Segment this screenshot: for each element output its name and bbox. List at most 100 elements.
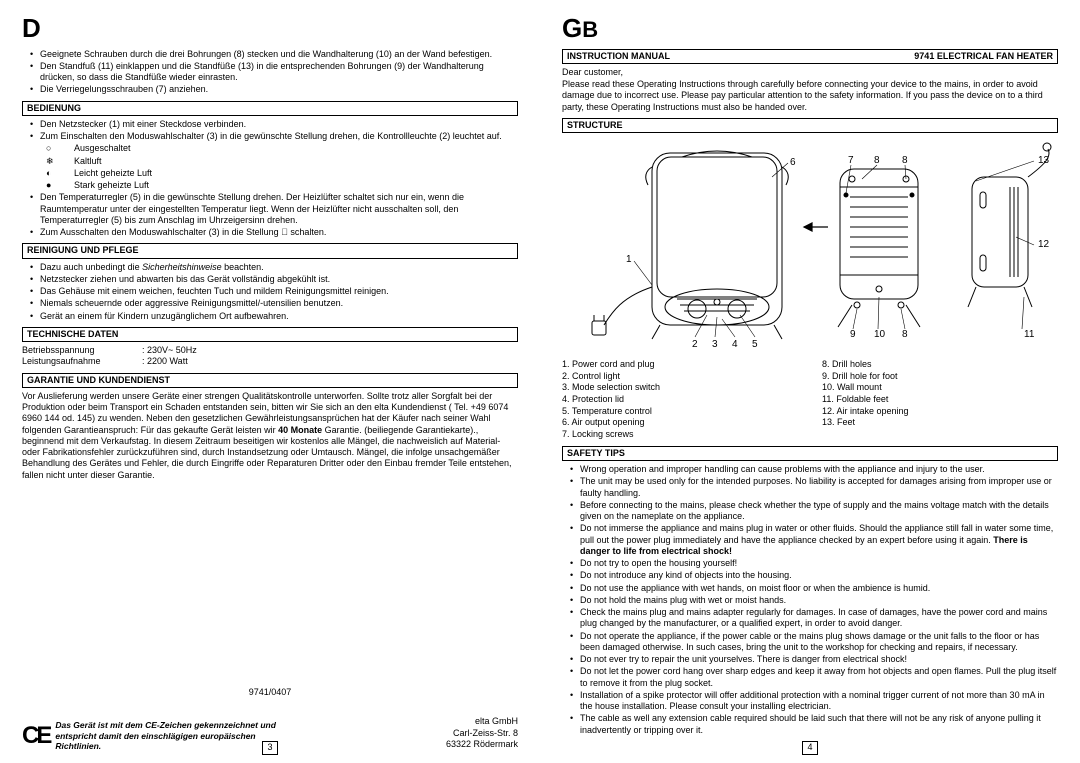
lang-badge-d: D bbox=[22, 12, 518, 45]
mode-label: Leicht geheizte Luft bbox=[74, 168, 152, 179]
tech-row: Betriebsspannung : 230V~ 50Hz bbox=[22, 345, 518, 356]
tech-label: Betriebsspannung bbox=[22, 345, 142, 356]
mode-label: Stark geheizte Luft bbox=[74, 180, 149, 191]
part-item: 3. Mode selection switch bbox=[562, 382, 798, 394]
part-item: 11. Foldable feet bbox=[822, 394, 1058, 406]
svg-text:2: 2 bbox=[692, 339, 698, 350]
svg-text:6: 6 bbox=[790, 157, 796, 168]
svg-text:9: 9 bbox=[850, 329, 856, 340]
header-right: 9741 ELECTRICAL FAN HEATER bbox=[914, 51, 1053, 62]
bullet: Zum Einschalten den Moduswahlschalter (3… bbox=[30, 131, 518, 142]
parts-col-right: 8. Drill holes 9. Drill hole for foot 10… bbox=[822, 359, 1058, 441]
page-left: D Geeignete Schrauben durch die drei Boh… bbox=[0, 0, 540, 763]
garantie-text: Vor Auslieferung werden unsere Geräte ei… bbox=[22, 391, 518, 481]
model-number: 9741/0407 bbox=[22, 687, 518, 698]
bullet: Before connecting to the mains, please c… bbox=[570, 500, 1058, 523]
section-garantie-title: GARANTIE UND KUNDENDIENST bbox=[22, 373, 518, 388]
section-reinigung-title: REINIGUNG UND PFLEGE bbox=[22, 243, 518, 258]
bullet: Den Netzstecker (1) mit einer Steckdose … bbox=[30, 119, 518, 130]
reinigung-bullets: Dazu auch unbedingt die Sicherheitshinwe… bbox=[22, 262, 518, 322]
section-technische-title: TECHNISCHE DATEN bbox=[22, 327, 518, 342]
parts-col-left: 1. Power cord and plug 2. Control light … bbox=[562, 359, 798, 441]
svg-text:13: 13 bbox=[1038, 155, 1050, 166]
bullet: Niemals scheuernde oder aggressive Reini… bbox=[30, 298, 518, 309]
mode-row: ◐ Leicht geheizte Luft bbox=[22, 168, 518, 179]
page-right: GB INSTRUCTION MANUAL 9741 ELECTRICAL FA… bbox=[540, 0, 1080, 763]
bullet: The cable as well any extension cable re… bbox=[570, 713, 1058, 736]
intro-text: Please read these Operating Instructions… bbox=[562, 79, 1058, 113]
bullet: Die Verriegelungsschrauben (7) anziehen. bbox=[30, 84, 518, 95]
tech-row: Leistungsaufnahme : 2200 Watt bbox=[22, 356, 518, 367]
bedienung-bullets-2: Den Temperaturregler (5) in die gewünsch… bbox=[22, 192, 518, 238]
safety-bullets: Wrong operation and improper handling ca… bbox=[562, 464, 1058, 736]
part-item: 7. Locking screws bbox=[562, 429, 798, 441]
tech-value: : 2200 Watt bbox=[142, 356, 188, 367]
tech-value: : 230V~ 50Hz bbox=[142, 345, 197, 356]
bullet: Wrong operation and improper handling ca… bbox=[570, 464, 1058, 475]
part-item: 2. Control light bbox=[562, 371, 798, 383]
part-item: 8. Drill holes bbox=[822, 359, 1058, 371]
bullet: Installation of a spike protector will o… bbox=[570, 690, 1058, 713]
part-item: 13. Feet bbox=[822, 417, 1058, 429]
bullet: Check the mains plug and mains adapter r… bbox=[570, 607, 1058, 630]
bullet: Den Temperaturregler (5) in die gewünsch… bbox=[30, 192, 518, 226]
lang-badge-gb: GB bbox=[562, 12, 1058, 45]
bullet: The unit may be used only for the intend… bbox=[570, 476, 1058, 499]
structure-diagram: 1 6 2 3 4 5 7 8 8 13 12 9 10 8 11 bbox=[562, 137, 1058, 353]
bullet: Do not hold the mains plug with wet or m… bbox=[570, 595, 1058, 606]
part-item: 10. Wall mount bbox=[822, 382, 1058, 394]
bullet: Gerät an einem für Kindern unzugängliche… bbox=[30, 311, 518, 322]
mode-label: Kaltluft bbox=[74, 156, 102, 167]
bullet: Das Gehäuse mit einem weichen, feuchten … bbox=[30, 286, 518, 297]
part-item: 5. Temperature control bbox=[562, 406, 798, 418]
bedienung-bullets-1: Den Netzstecker (1) mit einer Steckdose … bbox=[22, 119, 518, 143]
svg-text:8: 8 bbox=[902, 155, 908, 166]
bullet: Zum Ausschalten den Moduswahlschalter (3… bbox=[30, 227, 518, 238]
header-row: INSTRUCTION MANUAL 9741 ELECTRICAL FAN H… bbox=[562, 49, 1058, 64]
bullet: Do not introduce any kind of objects int… bbox=[570, 570, 1058, 581]
bullet: Geeignete Schrauben durch die drei Bohru… bbox=[30, 49, 518, 60]
bullet: Netzstecker ziehen und abwarten bis das … bbox=[30, 274, 518, 285]
bullet: Do not ever try to repair the unit yours… bbox=[570, 654, 1058, 665]
mode-row: ❄ Kaltluft bbox=[22, 156, 518, 167]
svg-text:3: 3 bbox=[712, 339, 718, 350]
section-bedienung-title: BEDIENUNG bbox=[22, 101, 518, 116]
bullet: Dazu auch unbedingt die Sicherheitshinwe… bbox=[30, 262, 518, 273]
part-item: 9. Drill hole for foot bbox=[822, 371, 1058, 383]
page-number: 4 bbox=[802, 741, 818, 755]
tech-label: Leistungsaufnahme bbox=[22, 356, 142, 367]
parts-list: 1. Power cord and plug 2. Control light … bbox=[562, 359, 1058, 441]
svg-text:5: 5 bbox=[752, 339, 758, 350]
svg-text:8: 8 bbox=[874, 155, 880, 166]
mode-row: ○ Ausgeschaltet bbox=[22, 143, 518, 154]
bullet: Do not let the power cord hang over shar… bbox=[570, 666, 1058, 689]
page-number: 3 bbox=[262, 741, 278, 755]
bullet: Do not use the appliance with wet hands,… bbox=[570, 583, 1058, 594]
mode-low-icon: ◐ bbox=[46, 168, 60, 179]
svg-text:10: 10 bbox=[874, 329, 886, 340]
bullet: Den Standfuß (11) einklappen und die Sta… bbox=[30, 61, 518, 84]
mode-high-icon: ● bbox=[46, 180, 60, 191]
svg-text:8: 8 bbox=[902, 329, 908, 340]
bullet: Do not try to open the housing yourself! bbox=[570, 558, 1058, 569]
bullet: Do not immerse the appliance and mains p… bbox=[570, 523, 1058, 557]
mode-label: Ausgeschaltet bbox=[74, 143, 131, 154]
section-safety-title: SAFETY TIPS bbox=[562, 446, 1058, 461]
svg-text:4: 4 bbox=[732, 339, 738, 350]
dear-customer: Dear customer, bbox=[562, 67, 1058, 78]
part-item: 6. Air output opening bbox=[562, 417, 798, 429]
top-bullets: Geeignete Schrauben durch die drei Bohru… bbox=[22, 49, 518, 96]
svg-text:11: 11 bbox=[1024, 329, 1035, 340]
bullet: Do not operate the appliance, if the pow… bbox=[570, 631, 1058, 654]
svg-text:12: 12 bbox=[1038, 239, 1050, 250]
addr-line: elta GmbH bbox=[446, 716, 518, 728]
mode-off-icon: ○ bbox=[46, 143, 60, 154]
mode-cold-icon: ❄ bbox=[46, 156, 60, 167]
addr-line: Carl-Zeiss-Str. 8 bbox=[446, 728, 518, 740]
part-item: 1. Power cord and plug bbox=[562, 359, 798, 371]
mode-row: ● Stark geheizte Luft bbox=[22, 180, 518, 191]
part-item: 12. Air intake opening bbox=[822, 406, 1058, 418]
header-left: INSTRUCTION MANUAL bbox=[567, 51, 670, 62]
footer-left: 9741/0407 CE Das Gerät ist mit dem CE-Ze… bbox=[22, 669, 518, 751]
svg-text:7: 7 bbox=[848, 155, 854, 166]
